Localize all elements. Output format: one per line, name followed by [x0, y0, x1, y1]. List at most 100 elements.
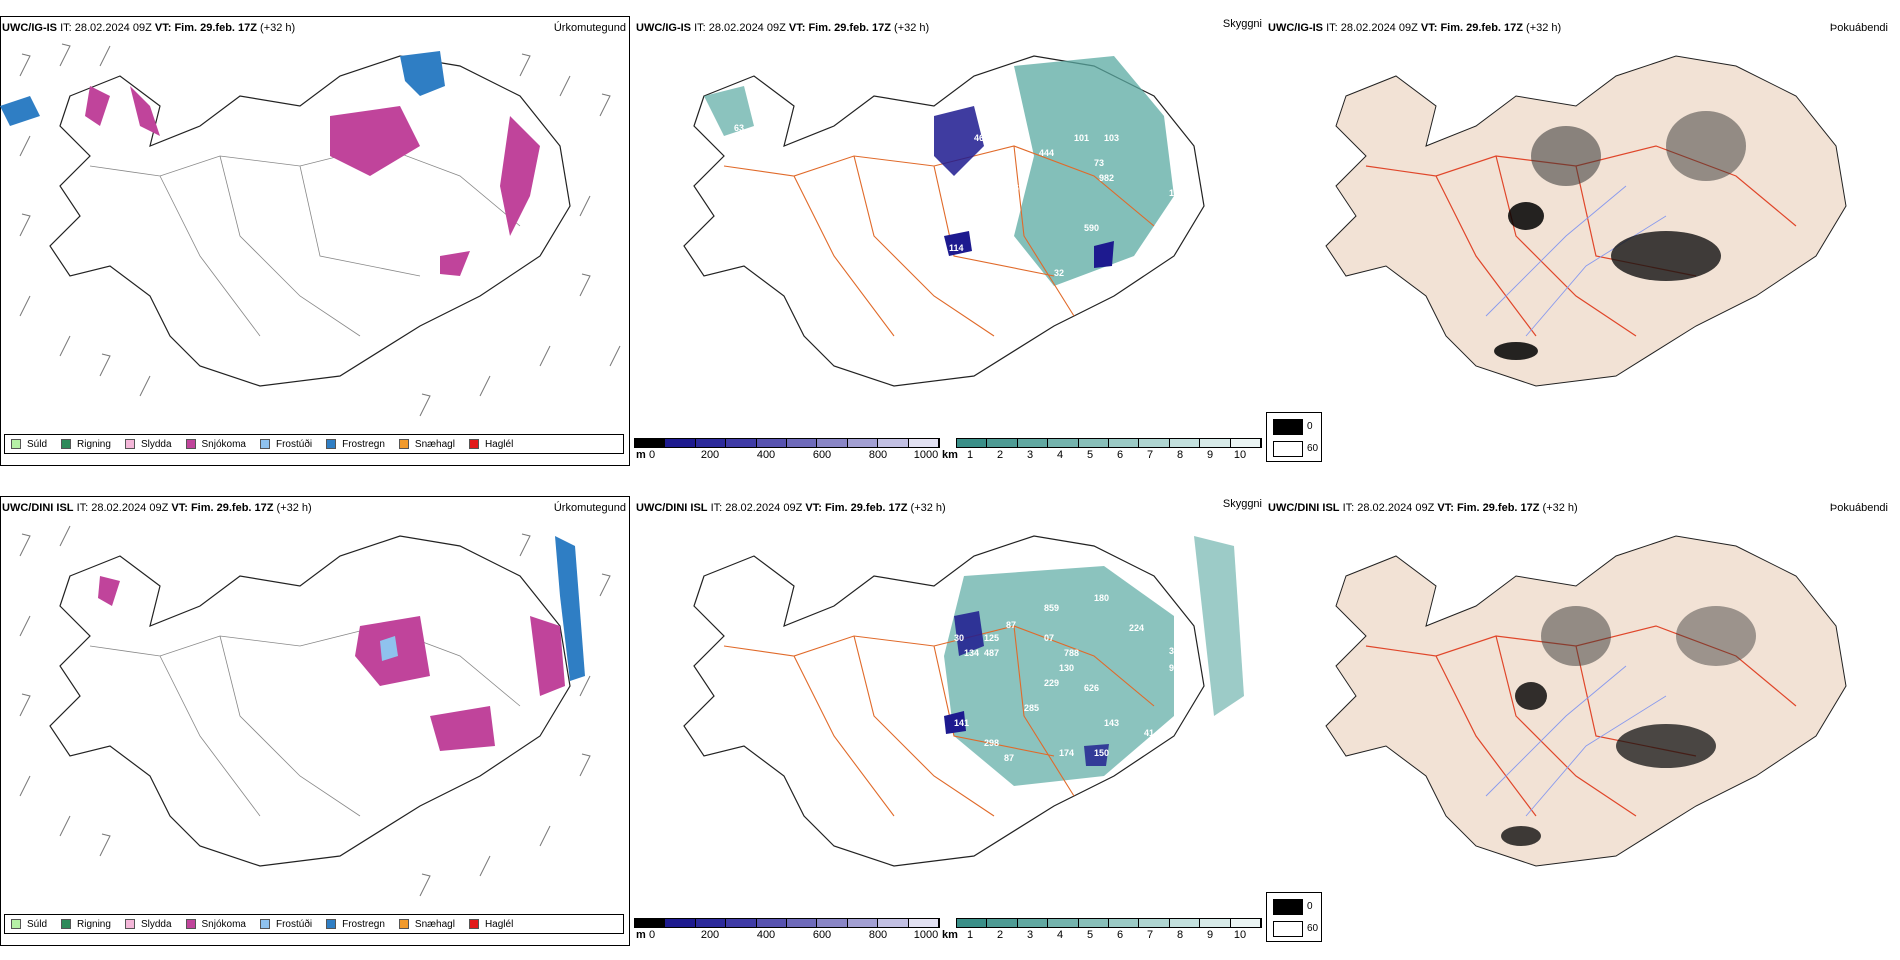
panel-title: Skyggni	[1222, 18, 1262, 30]
iceland-land	[1325, 55, 1847, 387]
iceland-outline	[49, 55, 571, 387]
visibility-panel-1: UWC/IG-IS IT: 28.02.2024 09Z VT: Fim. 29…	[634, 10, 1264, 480]
legend-item: Frostregn	[326, 439, 385, 450]
vis-label: 101	[1074, 133, 1089, 143]
scale-tick: 3	[1026, 929, 1034, 941]
teal-visibility-area	[944, 566, 1174, 786]
vis-label: 103	[1104, 133, 1119, 143]
legend-item: Snjókoma	[185, 919, 246, 930]
snow-area-1	[330, 106, 420, 176]
vis-label: 130	[954, 203, 969, 213]
legend-item: Rigning	[61, 919, 111, 930]
legend-swatch	[398, 439, 409, 449]
scale-tick: 600	[812, 929, 832, 941]
freezing-rain-area-2	[0, 96, 40, 126]
lead-time: (+32 h)	[894, 22, 930, 34]
vis-label: 134	[964, 648, 979, 658]
visibility-map: 63 392 41 46 40 101 130 396 444 103 73 9…	[683, 55, 1205, 398]
fog-swatch	[1273, 921, 1303, 937]
low-vis-area	[934, 106, 984, 176]
fog-legend-label: 60	[1307, 443, 1319, 454]
scale-tick: 8	[1176, 929, 1184, 941]
legend-swatch	[61, 919, 72, 929]
vis-label: 41	[1144, 728, 1154, 738]
vis-label: 626	[1084, 683, 1099, 693]
it-value: 28.02.2024 09Z	[91, 502, 169, 514]
vt-label: VT:	[1437, 502, 1454, 514]
scale-unit: km	[942, 449, 958, 461]
scale-tick: 800	[868, 449, 888, 461]
vis-label: 130	[1059, 663, 1074, 673]
road-network	[723, 145, 1155, 337]
panel-header: UWC/DINI ISL IT: 28.02.2024 09Z VT: Fim.…	[2, 502, 312, 514]
fog-map	[1325, 535, 1847, 867]
lead-time: (+32 h)	[1542, 502, 1578, 514]
fog-legend-label: 60	[1307, 923, 1319, 934]
vis-label: 143	[1104, 718, 1119, 728]
low-vis-area-3	[1094, 241, 1114, 268]
snow-area-3	[85, 86, 110, 126]
scale-tick: 8	[1176, 449, 1184, 461]
vis-label: 32	[1054, 268, 1064, 278]
teal-visibility-area-2	[704, 86, 754, 136]
road-network	[89, 145, 521, 337]
vis-label: 396	[1004, 183, 1019, 193]
vt-value: Fim. 29.feb. 17Z	[824, 502, 908, 514]
scale-tick: 6	[1116, 929, 1124, 941]
road-network	[723, 625, 1155, 817]
legend-swatch	[11, 439, 21, 449]
scale-tick: 7	[1146, 449, 1154, 461]
legend-label: Snjókoma	[201, 438, 246, 450]
vis-label: 125	[984, 633, 999, 643]
scale-tick: 4	[1056, 449, 1064, 461]
scale-tick: 0	[648, 929, 656, 941]
vis-label: 73	[1094, 158, 1104, 168]
fog-patch-5	[1501, 826, 1541, 846]
visibility-ramp-m	[634, 438, 940, 448]
legend-label: Slydda	[140, 918, 172, 930]
freezing-rain-area	[555, 536, 585, 681]
fog-panel-2: UWC/DINI ISL IT: 28.02.2024 09Z VT: Fim.…	[1266, 490, 1900, 960]
visibility-ticks-km: km 1 2 3 4 5 6 7 8 9 10	[942, 928, 1262, 941]
vis-label: 788	[1064, 648, 1079, 658]
fog-legend: 0 60	[1266, 892, 1322, 942]
lead-time: (+32 h)	[260, 22, 296, 34]
panel-title: Úrkomutegund	[553, 22, 626, 34]
vis-label: 444	[1039, 148, 1054, 158]
low-vis-area-2	[944, 711, 966, 734]
scale-tick: 400	[756, 449, 776, 461]
panel-header: UWC/DINI ISL IT: 28.02.2024 09Z VT: Fim.…	[1268, 502, 1578, 514]
vis-label: 180	[1094, 593, 1109, 603]
it-value: 28.02.2024 09Z	[725, 502, 803, 514]
vt-value: Fim. 29.feb. 17Z	[1456, 502, 1540, 514]
scale-tick: 400	[756, 929, 776, 941]
vis-label: 174	[1059, 748, 1074, 758]
fog-legend-label: 0	[1307, 901, 1313, 912]
scale-unit: m	[636, 449, 646, 461]
vt-value: Fim. 29.feb. 17Z	[174, 22, 257, 34]
vis-label: 982	[1099, 173, 1114, 183]
visibility-map: 859 180 134 30 125 87 487 07 788 130 229…	[683, 535, 1244, 867]
vis-label: 28	[1154, 233, 1164, 243]
legend-swatch	[11, 919, 21, 929]
it-label: IT:	[1326, 22, 1338, 34]
vis-label: 590	[1084, 223, 1099, 233]
fog-swatch	[1273, 899, 1303, 915]
visibility-ticks-m: m 0 200 400 600 800 1000	[634, 448, 940, 461]
panel-header: UWC/IG-IS IT: 28.02.2024 09Z VT: Fim. 29…	[1268, 22, 1561, 34]
fog-patch-3	[1666, 111, 1746, 181]
vis-label: 30	[954, 633, 964, 643]
visibility-ticks-km: km 1 2 3 4 5 6 7 8 9 10	[942, 448, 1262, 461]
vis-label: 229	[1044, 678, 1059, 688]
it-value: 28.02.2024 09Z	[1340, 22, 1418, 34]
legend-swatch	[398, 919, 409, 929]
river-network	[1485, 665, 1667, 817]
model-name: UWC/DINI ISL	[2, 502, 74, 514]
it-label: IT:	[710, 502, 723, 514]
it-value: 28.02.2024 09Z	[74, 22, 152, 34]
snow-area-2	[500, 116, 540, 236]
legend-item: Rigning	[61, 439, 111, 450]
legend-swatch	[326, 439, 337, 449]
legend-label: Frostregn	[342, 918, 385, 930]
wind-barbs	[19, 43, 621, 417]
